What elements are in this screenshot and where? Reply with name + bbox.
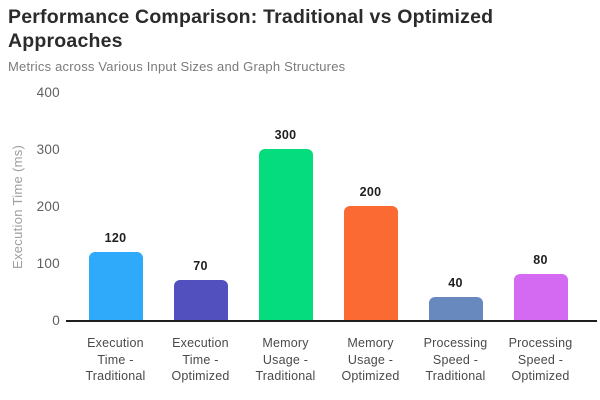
y-tick-label: 300 (36, 142, 60, 157)
bar-value-label: 70 (193, 259, 208, 273)
x-category-label: Memory Usage - Optimized (341, 336, 400, 383)
bar-1 (88, 252, 143, 320)
x-category-label: Memory Usage - Traditional (255, 336, 316, 383)
bar-value-label: 200 (359, 185, 382, 199)
bar-value-label: 300 (274, 128, 297, 142)
bar-4 (343, 206, 398, 320)
chart-subtitle: Metrics across Various Input Sizes and G… (8, 59, 346, 74)
y-tick-label: 400 (36, 85, 60, 100)
x-category-label: Execution Time - Traditional (85, 336, 146, 383)
bar-3 (258, 149, 313, 320)
chart-title: Performance Comparison: Traditional vs O… (8, 6, 592, 53)
bar-value-label: 120 (104, 231, 127, 245)
x-axis-line (66, 320, 597, 322)
bar-value-label: 40 (448, 276, 463, 290)
chart-title-line1: Performance Comparison: Traditional vs O… (8, 6, 494, 28)
x-category-label: Processing Speed - Optimized (508, 336, 573, 383)
bar-value-label: 80 (533, 253, 548, 267)
bar-6 (513, 274, 568, 320)
bar-2 (173, 280, 228, 320)
x-category-label: Processing Speed - Traditional (423, 336, 488, 383)
y-tick-label: 200 (36, 199, 60, 214)
y-tick-label: 100 (36, 256, 60, 271)
y-tick-label: 0 (52, 313, 60, 328)
bar-5 (428, 297, 483, 320)
chart-title-line2: Approaches (8, 29, 123, 52)
x-category-label: Execution Time - Optimized (171, 336, 230, 383)
